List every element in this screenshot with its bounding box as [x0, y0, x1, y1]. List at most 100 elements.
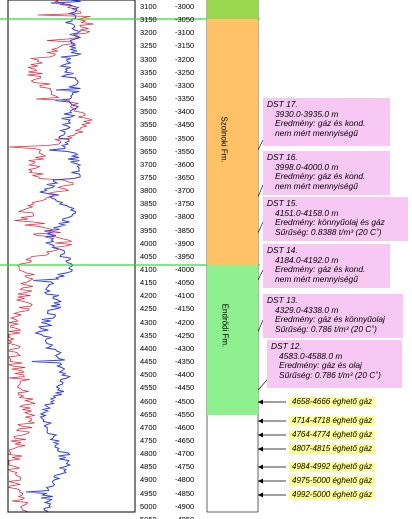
gas-arrowhead — [258, 418, 263, 424]
md-tick-label: 3900 — [140, 212, 157, 222]
tvd-tick-label: -3850 — [175, 225, 195, 235]
tvd-tick-label: -3950 — [175, 251, 195, 261]
gas-interval-label: 4807-4815 éghető gáz — [289, 444, 376, 454]
tvd-tick-label: -3700 — [175, 186, 195, 196]
dst-leader-line — [257, 379, 268, 391]
gas-interval-label: 4975-5000 éghető gáz — [289, 476, 376, 486]
dst-extra: Sűrűség: 0.786 t/m³ (20 C˚) — [275, 323, 377, 334]
md-tick-label: 3800 — [140, 186, 157, 196]
md-tick-label: 4350 — [140, 330, 157, 340]
gas-arrowhead — [258, 399, 263, 405]
md-tick-label: 4200 — [140, 291, 157, 301]
tvd-tick-label: -3600 — [175, 159, 195, 169]
tvd-tick-label: -4450 — [175, 383, 195, 393]
md-tick-label: 4500 — [140, 370, 157, 380]
dst-result: Eredmény: könnyűolaj és gáz — [275, 217, 385, 227]
dst-12-box: DST 12. 4583.0-4588.0 m Eredmény: gáz és… — [267, 340, 402, 388]
tvd-tick-label: -4100 — [175, 291, 195, 301]
tvd-tick-label: -4500 — [175, 396, 195, 406]
md-tick-label: 4650 — [140, 409, 157, 419]
dst-result: Eredmény: gáz és könnyűolaj — [275, 314, 385, 324]
md-tick-label: 5000 — [140, 501, 157, 511]
md-tick-label: 3600 — [140, 133, 157, 143]
resistivity-curve — [7, 0, 94, 512]
dst-13-box: DST 13. 4329.0-4338.0 m Eredmény: gáz és… — [263, 294, 403, 338]
tvd-tick-label: -4950 — [175, 515, 194, 519]
md-tick-label: 4150 — [140, 278, 157, 288]
md-tick-label: 3400 — [140, 80, 157, 90]
tvd-tick-label: -4850 — [175, 488, 195, 498]
md-tick-label: 4900 — [140, 475, 157, 485]
gas-arrows — [258, 399, 286, 498]
tvd-tick-label: -3650 — [175, 172, 195, 182]
dst-leader-line — [257, 319, 264, 333]
md-tick-label: 4950 — [140, 488, 157, 498]
formation-strip-szolnoki: Szolnoki Fm. — [207, 19, 258, 265]
dst-interval: 4583.0-4588.0 m — [279, 350, 343, 361]
tvd-tick-label: -3550 — [175, 146, 195, 156]
tvd-tick-label: -3900 — [175, 238, 195, 248]
md-tick-label: 4550 — [140, 383, 157, 393]
dst-interval: 4184.0-4192.0 m — [275, 254, 339, 265]
gas-arrowhead — [258, 478, 263, 484]
tvd-tick-label: -3050 — [175, 15, 195, 25]
dst-leader-lines — [257, 139, 268, 391]
md-tick-label: 3550 — [140, 120, 157, 130]
gas-interval-label: 4714-4718 éghető gáz — [289, 416, 376, 426]
md-tick-label: 3700 — [140, 159, 157, 169]
gas-interval-label: 4764-4774 éghető gáz — [289, 430, 376, 440]
tvd-tick-label: -3250 — [175, 67, 195, 77]
dst-interval: 3930.0-3935.0 m — [275, 108, 339, 119]
gas-arrowhead — [258, 432, 263, 438]
md-tick-label: 4050 — [140, 251, 157, 261]
dst-title: DST 16. — [267, 152, 298, 162]
tvd-tick-label: -4200 — [175, 317, 195, 327]
tvd-tick-label: -4800 — [175, 475, 195, 485]
dst-16-box: DST 16. 3998.0-4000.0 m Eredmény: gáz és… — [263, 151, 390, 195]
tvd-tick-label: -4050 — [175, 278, 195, 288]
md-tick-label: 3250 — [140, 41, 157, 51]
tvd-tick-label: -3800 — [175, 212, 195, 222]
md-tick-label: 4400 — [140, 343, 157, 353]
tvd-tick-label: -4550 — [175, 409, 195, 419]
md-tick-label: 3650 — [140, 146, 157, 156]
gas-arrowhead — [258, 446, 263, 452]
tvd-tick-label: -4150 — [175, 304, 195, 314]
md-tick-label: 4600 — [140, 396, 157, 406]
md-tick-label: 4800 — [140, 449, 157, 459]
gas-interval-label: 4992-5000 éghető gáz — [289, 490, 376, 500]
gas-interval-label: 4658-4666 éghető gáz — [289, 397, 376, 407]
tvd-tick-label: -4250 — [175, 330, 195, 340]
tvd-tick-label: -3400 — [175, 107, 195, 117]
formation-label-endrodi: Endrődi Fm. — [220, 303, 230, 348]
tvd-tick-label: -3150 — [175, 41, 195, 51]
dst-interval: 3998.0-4000.0 m — [275, 161, 339, 172]
tvd-tick-label: -4400 — [175, 370, 195, 380]
tvd-tick-label: -3750 — [175, 199, 195, 209]
dst-leader-line — [257, 184, 264, 198]
log-track-frame — [7, 0, 136, 513]
formation-label-szolnoki: Szolnoki Fm. — [219, 116, 229, 163]
md-tick-label: 4850 — [140, 462, 157, 472]
md-tick-label: 3350 — [140, 67, 157, 77]
tvd-tick-label: -4000 — [175, 265, 195, 274]
md-tick-label: 4100 — [140, 265, 157, 274]
tvd-tick-label: -4300 — [175, 343, 195, 353]
md-tick-label: 3500 — [140, 107, 157, 117]
dst-title: DST 17. — [267, 99, 298, 109]
dst-title: DST 12. — [271, 341, 302, 351]
dst-interval: 4151.0-4158.0 m — [275, 207, 339, 218]
tvd-tick-label: -3000 — [175, 2, 195, 11]
tvd-tick-label: -3300 — [175, 80, 195, 90]
md-tick-label: 3300 — [140, 54, 157, 64]
md-tick-label: 3950 — [140, 225, 157, 235]
dst-17-box: DST 17. 3930.0-3935.0 m Eredmény: gáz és… — [263, 98, 390, 146]
md-tick-label: 4750 — [140, 435, 157, 445]
md-tick-label: 3150 — [140, 15, 157, 25]
tvd-tick-label: -4350 — [175, 357, 195, 367]
md-tick-label: 3850 — [140, 199, 157, 209]
tvd-tick-label: -4700 — [175, 449, 195, 459]
md-tick-label: 4000 — [140, 238, 157, 248]
